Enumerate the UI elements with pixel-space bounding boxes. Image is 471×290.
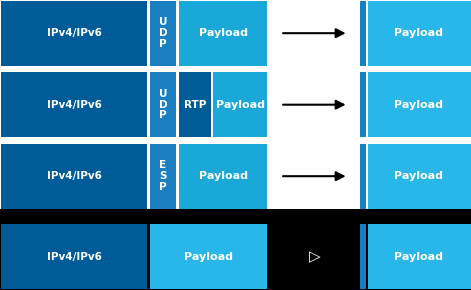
Bar — [0, 72, 471, 138]
Bar — [150, 72, 176, 137]
Text: ▷: ▷ — [309, 249, 320, 264]
Text: RTP: RTP — [184, 100, 206, 110]
Bar — [360, 72, 366, 137]
Bar — [179, 72, 211, 137]
Bar — [1, 144, 147, 209]
Text: IPv4/IPv6: IPv4/IPv6 — [47, 171, 102, 181]
Bar — [150, 1, 176, 66]
Bar — [0, 143, 471, 209]
Text: Payload: Payload — [394, 252, 443, 262]
Text: Payload: Payload — [394, 171, 443, 181]
Bar — [360, 224, 366, 289]
Text: IPv4/IPv6: IPv4/IPv6 — [47, 252, 102, 262]
Bar — [268, 143, 360, 209]
Bar — [213, 72, 267, 137]
Bar — [1, 1, 147, 66]
Text: Payload: Payload — [184, 252, 233, 262]
Bar — [368, 1, 471, 66]
Bar — [360, 1, 366, 66]
Bar — [360, 144, 366, 209]
Bar — [268, 224, 360, 290]
Text: U
D
P: U D P — [159, 17, 167, 49]
Bar — [268, 0, 360, 66]
Bar — [150, 144, 176, 209]
Bar — [368, 224, 471, 289]
Bar — [1, 72, 147, 137]
Bar — [0, 0, 471, 66]
Bar — [0, 224, 471, 290]
Bar — [268, 72, 360, 138]
Text: IPv4/IPv6: IPv4/IPv6 — [47, 28, 102, 38]
Text: Payload: Payload — [216, 100, 265, 110]
Text: Payload: Payload — [394, 100, 443, 110]
Bar — [179, 144, 267, 209]
Bar — [150, 224, 267, 289]
Text: U
D
P: U D P — [159, 89, 167, 120]
Bar — [1, 224, 147, 289]
Bar — [0, 209, 471, 224]
Text: Payload: Payload — [394, 28, 443, 38]
Bar — [179, 1, 267, 66]
Bar — [368, 72, 471, 137]
Bar — [368, 144, 471, 209]
Text: IPv4/IPv6: IPv4/IPv6 — [47, 100, 102, 110]
Text: E
S
P: E S P — [159, 160, 167, 192]
Text: Payload: Payload — [198, 28, 248, 38]
Text: Payload: Payload — [198, 171, 248, 181]
